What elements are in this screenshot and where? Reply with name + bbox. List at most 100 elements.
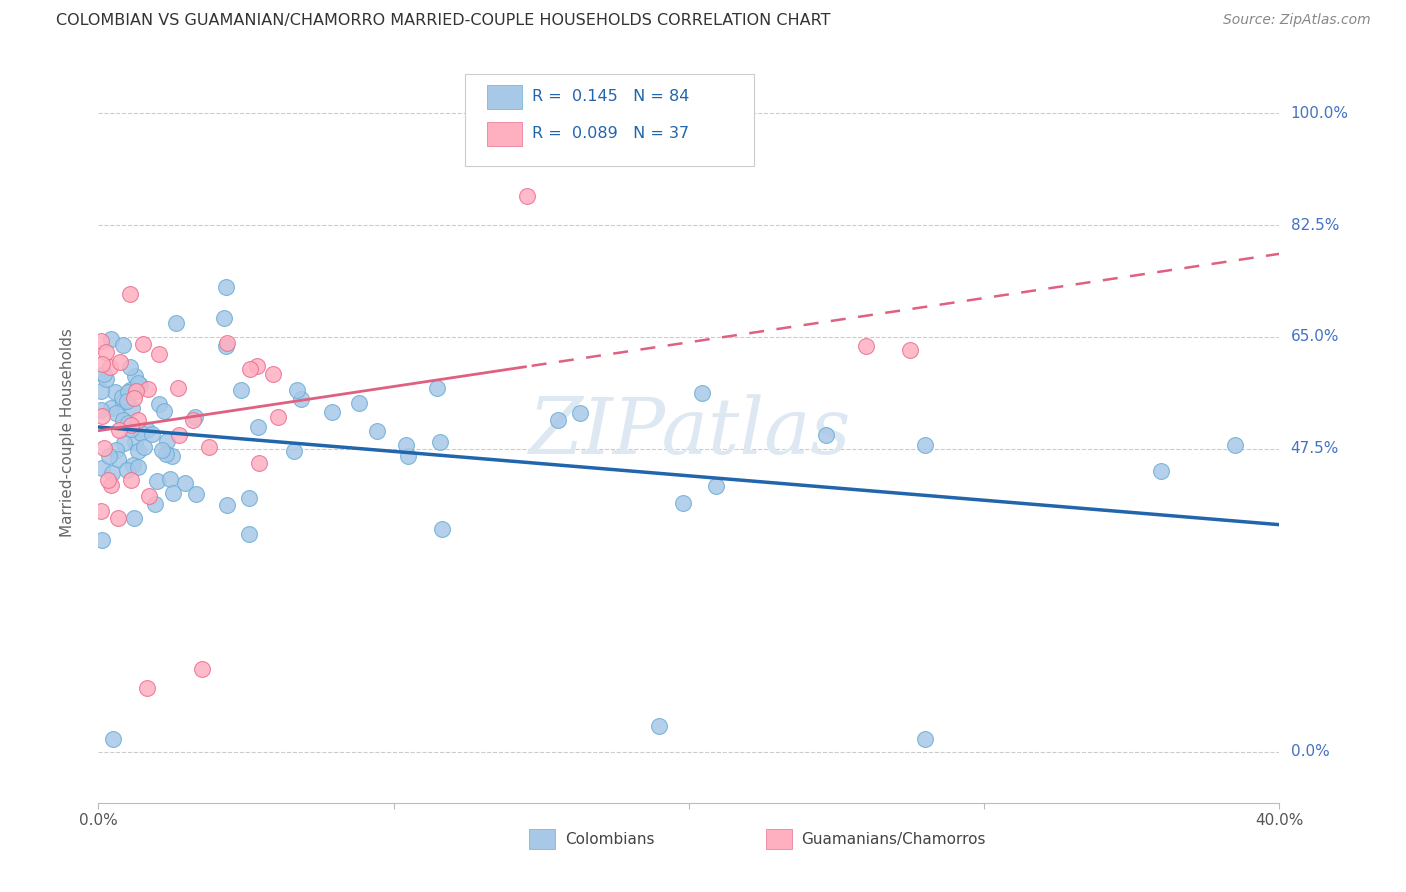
Text: COLOMBIAN VS GUAMANIAN/CHAMORRO MARRIED-COUPLE HOUSEHOLDS CORRELATION CHART: COLOMBIAN VS GUAMANIAN/CHAMORRO MARRIED-… — [56, 13, 831, 29]
Point — [568, 406, 591, 420]
Point — [112, 435, 135, 450]
Point — [138, 490, 160, 504]
Point — [90, 334, 112, 348]
Point — [97, 473, 120, 487]
FancyBboxPatch shape — [530, 830, 555, 848]
Point — [93, 367, 115, 381]
Text: Guamanians/Chamorros: Guamanians/Chamorros — [801, 831, 986, 847]
Point — [124, 510, 146, 524]
Point — [91, 461, 114, 475]
Point — [136, 423, 159, 437]
Point — [197, 440, 219, 454]
Point — [94, 372, 117, 386]
Point — [110, 355, 132, 369]
Point — [1150, 464, 1173, 478]
Text: 47.5%: 47.5% — [1291, 441, 1339, 456]
Point — [127, 412, 149, 426]
Point — [914, 438, 936, 452]
Point — [100, 477, 122, 491]
Point — [127, 443, 149, 458]
Point — [124, 391, 146, 405]
Point — [153, 404, 176, 418]
Point — [547, 413, 569, 427]
Point — [191, 662, 214, 676]
Point — [238, 491, 260, 506]
Point — [93, 441, 115, 455]
Point — [167, 428, 190, 442]
Point — [135, 681, 157, 695]
Point — [914, 731, 936, 746]
Point — [105, 442, 128, 457]
Point — [174, 475, 197, 490]
Point — [900, 343, 922, 357]
Point — [648, 719, 671, 733]
Point — [150, 443, 173, 458]
Point — [108, 423, 131, 437]
Point — [120, 286, 142, 301]
Point — [706, 478, 728, 492]
Point — [112, 394, 135, 409]
Point — [155, 447, 177, 461]
Point — [122, 458, 145, 472]
Point — [94, 344, 117, 359]
Point — [103, 731, 125, 746]
Point — [321, 405, 343, 419]
Point — [107, 452, 129, 467]
Text: 65.0%: 65.0% — [1291, 329, 1339, 344]
Point — [131, 336, 153, 351]
Point — [239, 362, 262, 376]
Point — [215, 280, 238, 294]
Text: R =  0.145   N = 84: R = 0.145 N = 84 — [531, 89, 689, 104]
Point — [347, 396, 370, 410]
Point — [120, 359, 142, 374]
Point — [159, 472, 181, 486]
Text: ZIPatlas: ZIPatlas — [527, 394, 851, 471]
FancyBboxPatch shape — [766, 830, 792, 848]
Point — [121, 401, 143, 415]
Point — [855, 339, 877, 353]
Point — [516, 189, 538, 203]
Point — [429, 435, 451, 450]
Point — [162, 486, 184, 500]
Point — [111, 337, 134, 351]
Point — [90, 357, 112, 371]
Point — [690, 385, 713, 400]
Point — [111, 413, 134, 427]
Point — [110, 390, 132, 404]
Point — [90, 503, 112, 517]
Point — [432, 522, 454, 536]
Point — [1225, 438, 1247, 452]
Point — [124, 434, 146, 449]
FancyBboxPatch shape — [486, 121, 523, 146]
Point — [101, 466, 124, 480]
Point — [215, 499, 238, 513]
FancyBboxPatch shape — [464, 73, 754, 166]
Text: 0.0%: 0.0% — [1291, 744, 1329, 759]
Point — [120, 383, 142, 397]
Point — [125, 384, 148, 398]
Point — [290, 392, 312, 407]
Point — [120, 473, 142, 487]
Point — [117, 416, 139, 430]
Point — [184, 409, 207, 424]
Point — [146, 474, 169, 488]
Point — [395, 438, 418, 452]
Point — [246, 359, 269, 374]
Point — [129, 426, 152, 441]
Point — [283, 444, 305, 458]
FancyBboxPatch shape — [486, 85, 523, 109]
Point — [136, 382, 159, 396]
Text: Colombians: Colombians — [565, 831, 654, 847]
Point — [814, 428, 837, 442]
Point — [181, 412, 204, 426]
Point — [148, 396, 170, 410]
Point — [127, 376, 149, 390]
Point — [262, 368, 284, 382]
Point — [141, 426, 163, 441]
Point — [120, 422, 142, 436]
Point — [132, 440, 155, 454]
Point — [214, 311, 236, 326]
Point — [167, 381, 190, 395]
Point — [120, 418, 142, 433]
Text: R =  0.089   N = 37: R = 0.089 N = 37 — [531, 127, 689, 142]
